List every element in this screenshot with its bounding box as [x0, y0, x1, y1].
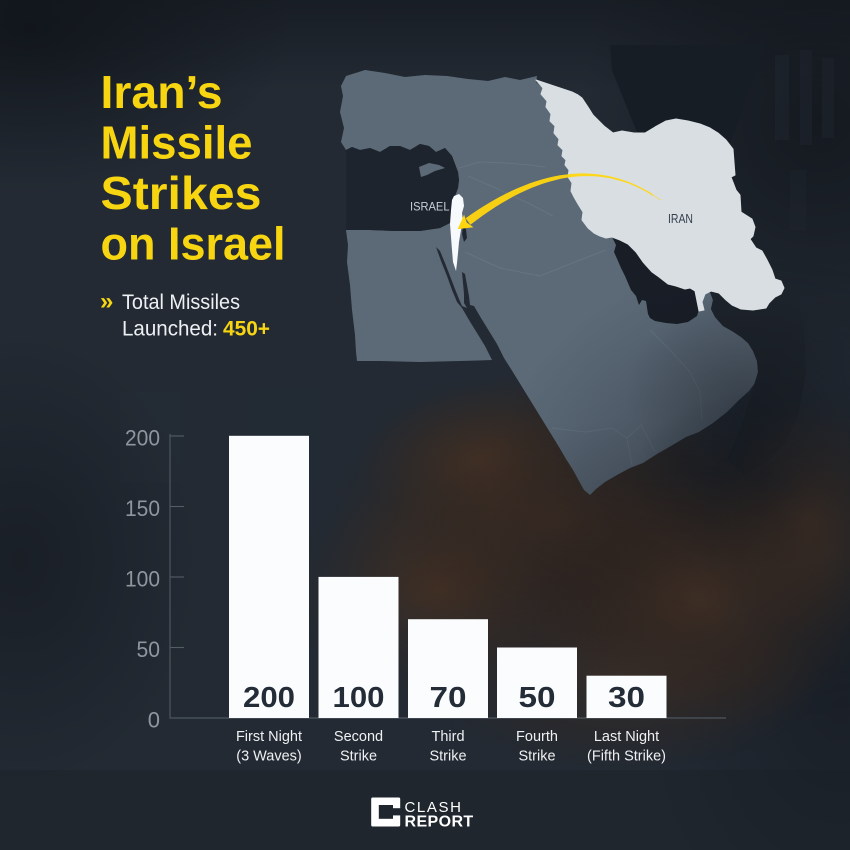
svg-text:30: 30: [608, 682, 645, 714]
svg-text:Iran’s: Iran’s: [101, 66, 223, 118]
svg-text:REPORT: REPORT: [405, 814, 474, 831]
svg-text:on Israel: on Israel: [101, 218, 286, 270]
svg-text:450+: 450+: [223, 317, 270, 341]
svg-text:Total Missiles: Total Missiles: [122, 290, 240, 314]
svg-text:50: 50: [137, 637, 161, 662]
svg-text:70: 70: [430, 682, 467, 714]
svg-text:50: 50: [519, 682, 556, 714]
svg-text:(Fifth Strike): (Fifth Strike): [587, 749, 666, 765]
svg-text:100: 100: [125, 567, 160, 592]
svg-text:150: 150: [125, 496, 160, 521]
svg-text:Missile: Missile: [101, 117, 253, 169]
svg-text:»: »: [100, 288, 113, 315]
svg-text:Strike: Strike: [340, 749, 377, 765]
svg-text:ISRAEL: ISRAEL: [410, 200, 450, 214]
svg-text:Third: Third: [431, 729, 464, 745]
svg-text:Strike: Strike: [518, 749, 555, 765]
svg-text:Second: Second: [334, 729, 383, 745]
svg-text:Launched:: Launched:: [122, 317, 218, 341]
svg-text:Strike: Strike: [429, 749, 466, 765]
svg-text:Last Night: Last Night: [594, 729, 659, 745]
svg-text:First Night: First Night: [236, 729, 302, 745]
svg-text:(3 Waves): (3 Waves): [236, 749, 302, 765]
svg-text:100: 100: [333, 682, 385, 714]
svg-text:0: 0: [148, 708, 160, 733]
svg-text:Strikes: Strikes: [101, 167, 262, 219]
svg-text:IRAN: IRAN: [668, 212, 693, 226]
svg-text:Fourth: Fourth: [516, 729, 558, 745]
svg-text:200: 200: [243, 682, 295, 714]
svg-text:CLASH: CLASH: [405, 799, 463, 816]
svg-text:200: 200: [125, 426, 160, 451]
